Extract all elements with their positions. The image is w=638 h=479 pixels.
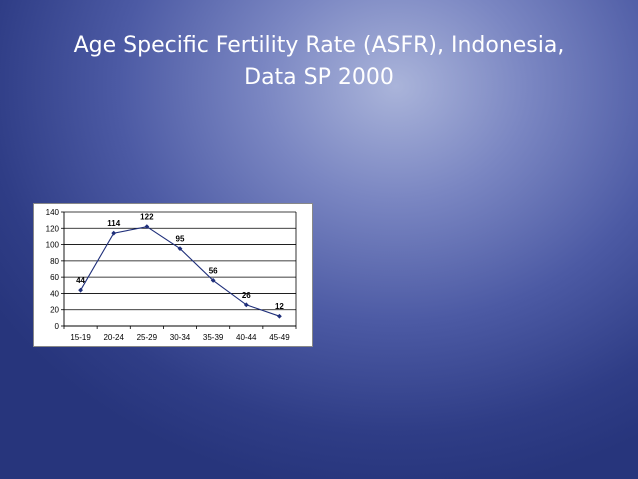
x-tick-label: 40-44 (236, 333, 257, 342)
x-tick-label: 25-29 (137, 333, 158, 342)
slide-title-line-1: Age Specific Fertility Rate (ASFR), Indo… (73, 33, 565, 58)
y-tick-label: 100 (46, 241, 60, 250)
y-tick-label: 0 (55, 322, 60, 331)
data-label: 114 (107, 219, 120, 228)
x-tick-label: 20-24 (103, 333, 124, 342)
data-label: 26 (242, 291, 251, 300)
x-tick-label: 15-19 (70, 333, 91, 342)
slide-title-line-2: Data SP 2000 (244, 65, 394, 90)
asfr-line-chart: 0 20 40 60 80 100 120 140 15-19 20-24 25-29 30-34 3… (33, 203, 313, 347)
data-label: 122 (140, 213, 154, 222)
x-tick-label: 45-49 (269, 333, 290, 342)
x-tick-labels: 15-19 20-24 25-29 30-34 35-39 40-44 45-49 (70, 333, 290, 342)
axes (61, 211, 297, 329)
chart-canvas: 0 20 40 60 80 100 120 140 15-19 20-24 25-29 30-34 3… (46, 208, 297, 342)
y-tick-label: 20 (50, 306, 59, 315)
data-point-marker (111, 230, 117, 236)
data-point-marker (243, 302, 249, 308)
x-tick-label: 35-39 (203, 333, 224, 342)
y-tick-label: 120 (46, 224, 60, 233)
data-point-marker (78, 287, 83, 293)
x-tick-label: 30-34 (170, 333, 191, 342)
data-point-marker (277, 313, 282, 319)
y-tick-label: 40 (50, 289, 59, 298)
data-point-marker (210, 278, 216, 283)
slide-title: Age Specific Fertility Rate (ASFR), Indo… (30, 30, 608, 94)
data-label: 44 (76, 276, 85, 285)
y-tick-label: 60 (50, 273, 59, 282)
gridlines (64, 211, 296, 311)
data-label: 56 (209, 266, 218, 275)
data-label: 12 (275, 302, 284, 311)
y-tick-labels: 0 20 40 60 80 100 120 140 (46, 208, 60, 331)
y-tick-label: 80 (50, 257, 59, 266)
data-labels: 44 114 122 95 56 26 12 (76, 213, 284, 312)
data-label: 95 (176, 235, 185, 244)
data-point-marker (144, 224, 150, 230)
y-tick-label: 140 (46, 208, 60, 217)
